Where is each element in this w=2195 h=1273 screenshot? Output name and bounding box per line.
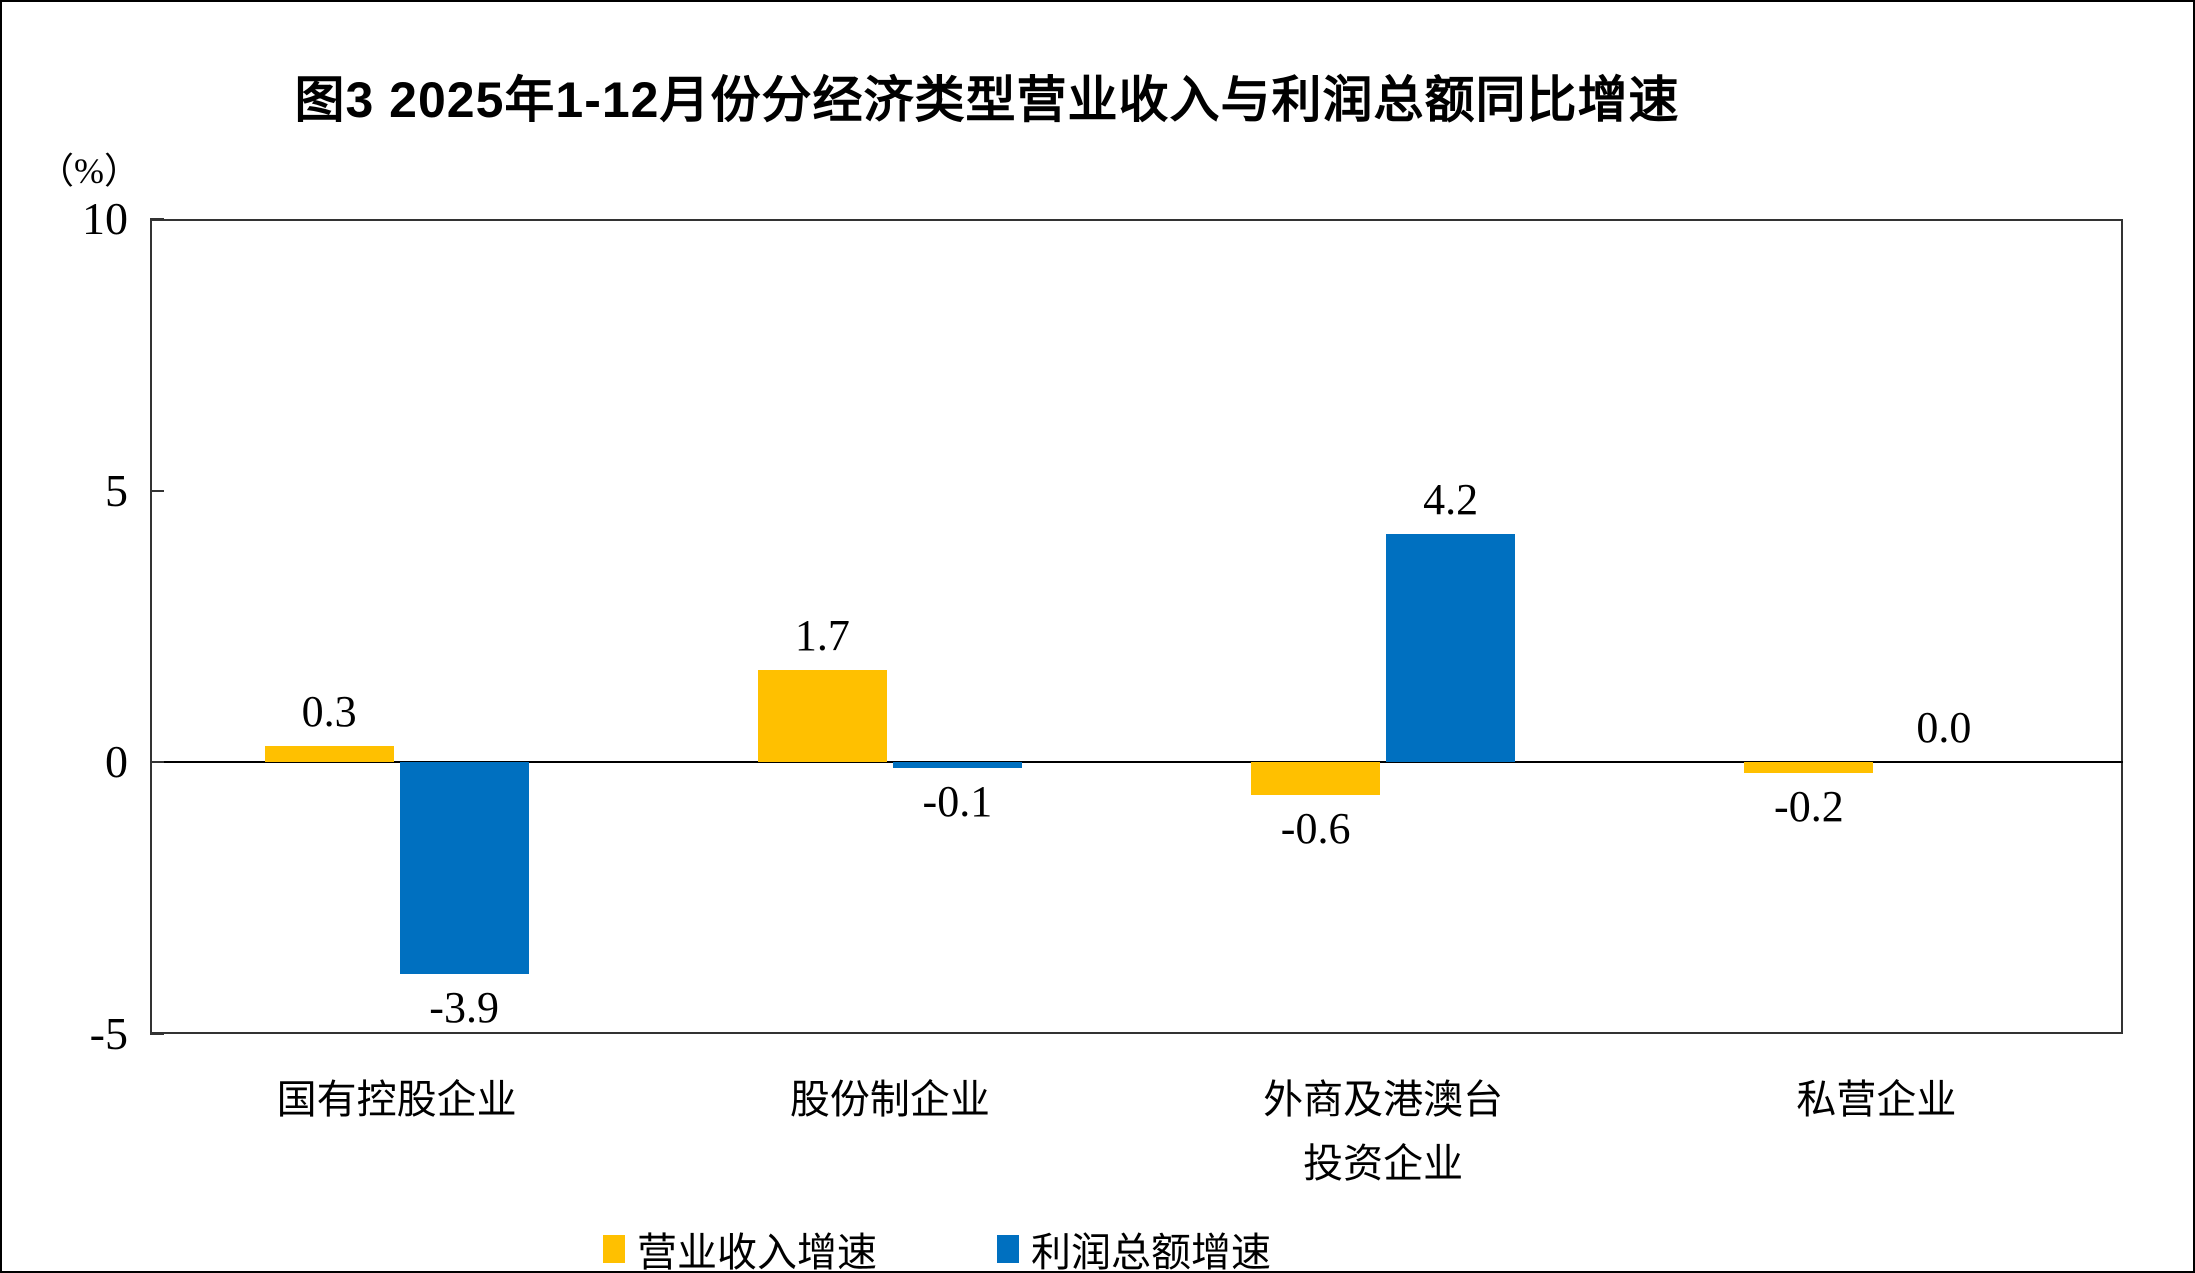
legend-item-series2: 利润总额增速 <box>997 1220 1271 1273</box>
bar-value-label: -0.1 <box>922 776 993 826</box>
legend-label: 营业收入增速 <box>637 1231 877 1273</box>
bar-value-label: -0.2 <box>1774 782 1844 832</box>
y-axis-tick-mark <box>150 489 164 492</box>
bar-value-label: 0.3 <box>301 687 357 737</box>
bar-series2-cat2 <box>892 762 1022 768</box>
bar-series1-cat2 <box>757 669 887 763</box>
category-label-2: 股份制企业 <box>789 1078 990 1122</box>
y-axis-tick-label: 10 <box>82 193 128 244</box>
legend-item-series1: 营业收入增速 <box>603 1220 877 1273</box>
bar-value-label: -3.9 <box>429 983 499 1033</box>
category-label-4: 私营企业 <box>1796 1078 1957 1122</box>
category-label-3: 外商及港澳台 投资企业 <box>1263 1078 1504 1186</box>
y-axis-tick-label: 0 <box>105 736 128 788</box>
bar-value-label: 1.7 <box>794 610 850 660</box>
x-axis-zero-line <box>150 761 2123 764</box>
y-axis-unit-label: （%） <box>38 151 140 191</box>
y-axis-tick-label: -5 <box>89 1008 128 1059</box>
category-label-1: 国有控股企业 <box>276 1078 517 1122</box>
bar-series1-cat4 <box>1744 762 1874 774</box>
legend: 营业收入增速 利润总额增速 <box>2 1220 1872 1273</box>
legend-color-swatch <box>997 1235 1019 1263</box>
bar-series1-cat1 <box>264 746 394 763</box>
bar-value-label: 4.2 <box>1423 475 1479 525</box>
bar-value-label: 0.0 <box>1916 703 1972 753</box>
y-axis-tick-mark <box>150 761 164 764</box>
bar-series2-cat1 <box>399 762 529 975</box>
bar-series2-cat3 <box>1386 534 1516 763</box>
bar-series1-cat3 <box>1251 762 1381 795</box>
bar-value-label: -0.6 <box>1280 803 1351 853</box>
legend-label: 利润总额增速 <box>1031 1231 1271 1273</box>
y-axis-tick-label: 5 <box>105 464 128 516</box>
legend-color-swatch <box>603 1235 625 1263</box>
y-axis-tick-mark <box>150 218 164 220</box>
chart-title: 图3 2025年1-12月份分经济类型营业收入与利润总额同比增速 <box>294 72 1680 128</box>
y-axis-tick-mark <box>150 1033 164 1035</box>
